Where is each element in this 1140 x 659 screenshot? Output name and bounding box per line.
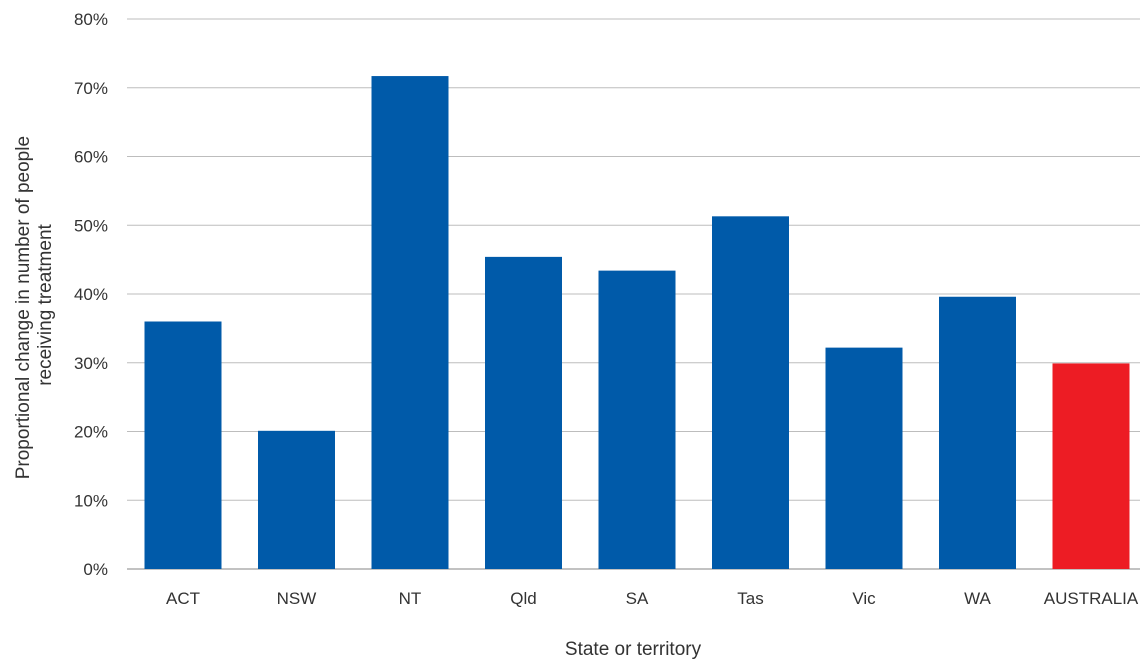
- y-axis-title: Proportional change in number of people …: [13, 131, 56, 480]
- x-tick-label: SA: [626, 589, 649, 608]
- bar-nsw: [258, 430, 335, 569]
- bar-tas: [712, 216, 789, 569]
- y-tick-label: 10%: [74, 491, 108, 510]
- y-tick-label: 20%: [74, 423, 108, 442]
- y-tick-label: 40%: [74, 285, 108, 304]
- y-axis-title-line-2: receiving treatment: [35, 223, 56, 385]
- bar-act: [144, 321, 222, 569]
- x-axis-title: State or territory: [565, 639, 702, 659]
- x-axis-tick-labels: ACT NSW NT Qld SA Tas Vic WA AUSTRALIA: [166, 589, 1139, 608]
- x-tick-label: Tas: [737, 589, 763, 608]
- x-tick-label: NSW: [277, 589, 317, 608]
- x-tick-label: WA: [964, 589, 991, 608]
- bar-nt: [371, 76, 449, 569]
- y-tick-label: 60%: [74, 148, 108, 167]
- x-tick-label: ACT: [166, 589, 200, 608]
- x-tick-label: NT: [399, 589, 422, 608]
- y-axis-title-line-1: Proportional change in number of people: [13, 136, 34, 479]
- y-tick-label: 80%: [74, 10, 108, 29]
- y-axis-tick-labels: 0% 10% 20% 30% 40% 50% 60% 70% 80%: [74, 10, 108, 579]
- y-tick-label: 50%: [74, 216, 108, 235]
- bar-australia: [1052, 363, 1130, 569]
- y-tick-label: 30%: [74, 354, 108, 373]
- bar-sa: [598, 270, 676, 569]
- y-tick-label: 0%: [83, 560, 108, 579]
- bar-wa: [939, 296, 1016, 569]
- y-tick-label: 70%: [74, 79, 108, 98]
- bars: [144, 76, 1130, 569]
- x-tick-label: Qld: [510, 589, 536, 608]
- x-tick-label: Vic: [852, 589, 876, 608]
- x-tick-label: AUSTRALIA: [1044, 589, 1139, 608]
- bar-qld: [485, 256, 562, 569]
- bar-vic: [825, 347, 903, 569]
